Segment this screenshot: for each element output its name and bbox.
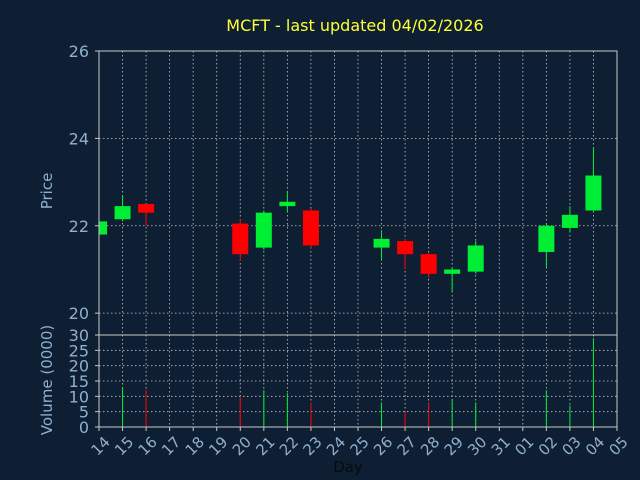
price-axis-label: Price — [38, 173, 56, 210]
price-gridlines — [98, 50, 618, 335]
x-tick-label: 29 — [441, 433, 467, 459]
x-tick-label: 24 — [323, 433, 349, 459]
x-tick-label: 18 — [182, 433, 208, 459]
x-tick-label: 26 — [370, 433, 396, 459]
x-tick-label: 14 — [88, 433, 114, 459]
x-tick-label: 20 — [229, 433, 255, 459]
x-tick-label: 22 — [276, 433, 302, 459]
volume-y-tick-label: 10 — [69, 387, 89, 406]
volume-y-tick-label: 30 — [69, 326, 89, 345]
volume-y-tick-label: 15 — [69, 372, 89, 391]
price-y-tick-label: 20 — [69, 304, 89, 323]
price-y-tick-label: 22 — [69, 217, 89, 236]
candles-group — [98, 147, 602, 292]
candle-body — [232, 223, 249, 255]
candle-body — [138, 203, 155, 213]
x-tick-label: 03 — [558, 433, 584, 459]
price-y-tick-label: 24 — [69, 129, 89, 148]
x-tick-label: 19 — [205, 433, 231, 459]
x-tick-label: 23 — [299, 433, 325, 459]
x-axis: 1415161718192021222324252627282930310102… — [88, 427, 632, 459]
candle-body — [302, 210, 319, 246]
price-y-axis: 20 22 24 26 — [69, 42, 99, 323]
volume-bars-group — [122, 338, 594, 427]
candle-body — [114, 206, 131, 220]
x-tick-label: 02 — [535, 433, 561, 459]
volume-y-tick-label: 0 — [79, 418, 89, 437]
x-tick-label: 15 — [111, 433, 137, 459]
x-tick-label: 04 — [582, 433, 608, 459]
x-tick-label: 27 — [394, 433, 420, 459]
candle-body — [467, 245, 484, 272]
x-tick-label: 28 — [417, 433, 443, 459]
volume-y-tick-label: 20 — [69, 357, 89, 376]
candle-body — [420, 254, 437, 274]
candle-body — [279, 201, 296, 207]
candle-body — [99, 221, 107, 235]
candle-body — [397, 241, 414, 255]
x-tick-label: 17 — [158, 433, 184, 459]
x-tick-label: 21 — [252, 433, 278, 459]
x-tick-label: 31 — [488, 433, 514, 459]
x-axis-label: Day — [333, 458, 363, 476]
candle-body — [255, 212, 272, 248]
x-tick-label: 25 — [347, 433, 373, 459]
volume-y-tick-label: 5 — [79, 403, 89, 422]
x-tick-label: 16 — [135, 433, 161, 459]
x-tick-label: 05 — [606, 433, 632, 459]
candle-body — [373, 238, 390, 248]
candle-body — [444, 269, 461, 274]
volume-y-tick-label: 25 — [69, 341, 89, 360]
price-y-tick-label: 26 — [69, 42, 89, 61]
volume-gridlines — [98, 334, 618, 428]
x-tick-label: 01 — [511, 433, 537, 459]
candle-body — [585, 175, 602, 211]
chart-title: MCFT - last updated 04/02/2026 — [226, 16, 483, 35]
volume-panel-frame — [98, 334, 618, 428]
x-tick-label: 30 — [464, 433, 490, 459]
candle-body — [561, 214, 578, 228]
volume-axis-label: Volume (0000) — [38, 325, 56, 435]
candle-body — [538, 225, 555, 252]
